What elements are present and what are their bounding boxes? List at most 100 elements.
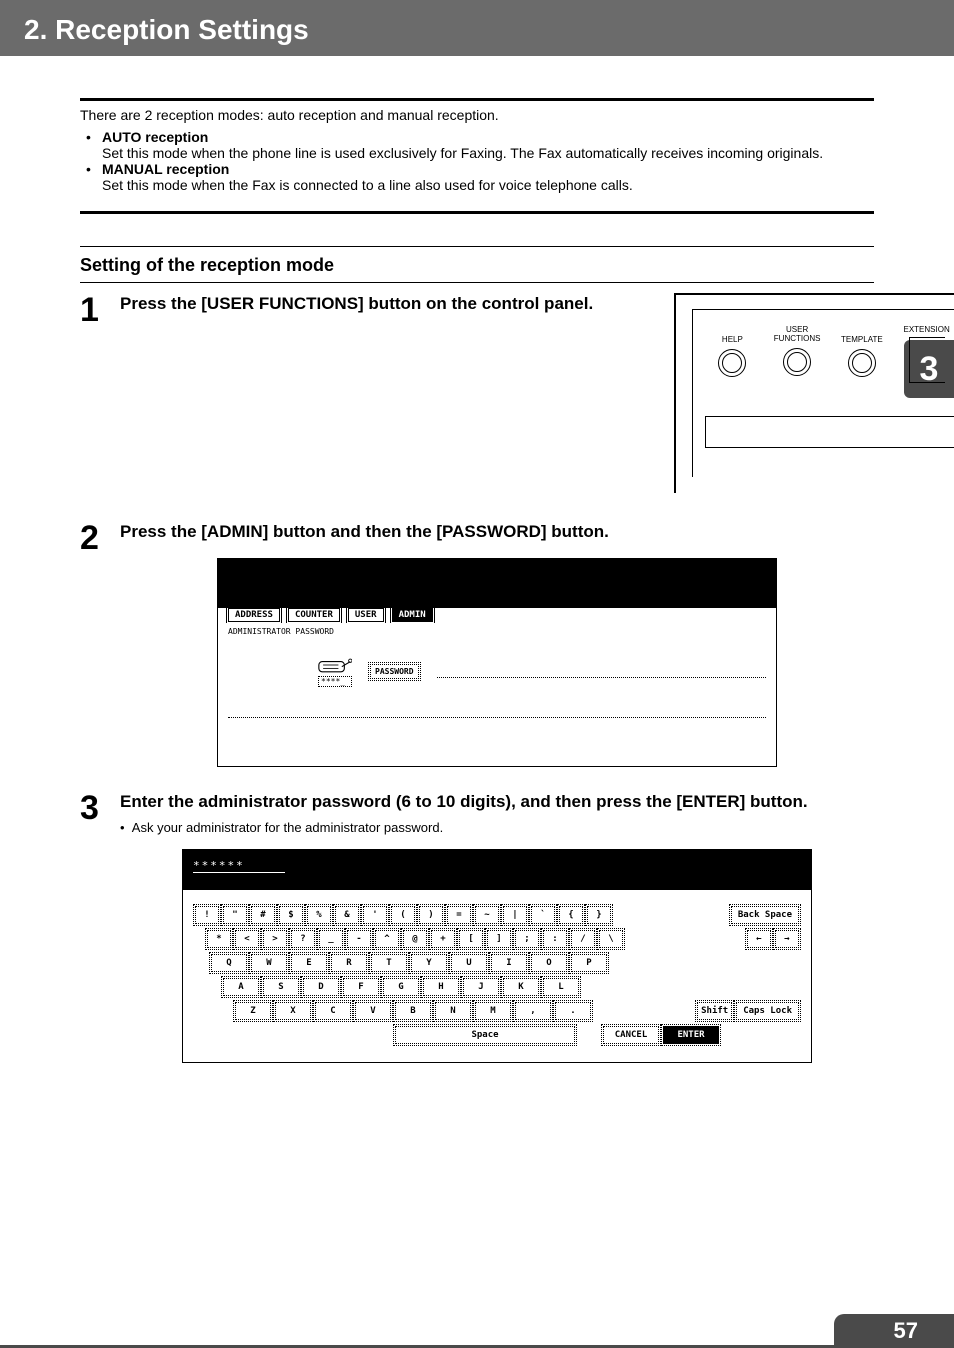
user-functions-button[interactable]: USER FUNCTIONS	[770, 326, 825, 383]
key[interactable]: R	[331, 954, 367, 972]
key[interactable]: S	[263, 978, 299, 996]
key[interactable]: E	[291, 954, 327, 972]
ext-box-icon	[909, 337, 945, 383]
template-button[interactable]: TEMPLATE	[835, 326, 890, 383]
key[interactable]: )	[419, 906, 443, 924]
key[interactable]: `	[531, 906, 555, 924]
key[interactable]: X	[275, 1002, 311, 1020]
key[interactable]: :	[543, 930, 567, 948]
key[interactable]: !	[195, 906, 219, 924]
dotted-divider	[228, 717, 766, 718]
button-icon	[848, 349, 876, 377]
capslock-key[interactable]: Caps Lock	[736, 1002, 799, 1020]
key[interactable]: ,	[515, 1002, 551, 1020]
key[interactable]: ]	[487, 930, 511, 948]
key[interactable]: G	[383, 978, 419, 996]
list-item: • MANUAL reception Set this mode when th…	[86, 161, 874, 193]
key[interactable]: (	[391, 906, 415, 924]
key[interactable]: }	[587, 906, 611, 924]
key[interactable]: F	[343, 978, 379, 996]
key[interactable]: -	[347, 930, 371, 948]
key[interactable]: A	[223, 978, 259, 996]
tab-user[interactable]: USER	[348, 608, 384, 622]
key[interactable]: /	[571, 930, 595, 948]
key[interactable]: $	[279, 906, 303, 924]
key[interactable]: |	[503, 906, 527, 924]
shift-key[interactable]: Shift	[697, 1002, 732, 1020]
divider	[80, 246, 874, 247]
kbd-row-3: QWERTYUIOP	[195, 954, 799, 972]
arrow-left-key[interactable]: ←	[747, 930, 771, 948]
key[interactable]: >	[263, 930, 287, 948]
enter-key[interactable]: ENTER	[663, 1026, 719, 1044]
tab-admin[interactable]: ADMIN	[392, 608, 433, 622]
keyboard-input-value: ******	[193, 859, 285, 873]
key[interactable]: V	[355, 1002, 391, 1020]
key[interactable]: Q	[211, 954, 247, 972]
key[interactable]: P	[571, 954, 607, 972]
chapter-title: 2. Reception Settings	[24, 14, 309, 45]
key[interactable]: L	[543, 978, 579, 996]
bullet-icon: •	[86, 129, 102, 161]
key[interactable]: +	[431, 930, 455, 948]
key[interactable]: #	[251, 906, 275, 924]
key[interactable]: J	[463, 978, 499, 996]
key[interactable]: {	[559, 906, 583, 924]
kbd-row-2: *<>?_-^@+[];:/\ ← →	[195, 930, 799, 948]
key[interactable]: O	[531, 954, 567, 972]
key[interactable]: N	[435, 1002, 471, 1020]
key[interactable]: ?	[291, 930, 315, 948]
step-instruction: Enter the administrator password (6 to 1…	[120, 791, 874, 814]
keyboard-screen: ****** !"#$%&'()=~|`{} Back Space *<>?_-^…	[182, 849, 812, 1063]
key[interactable]: '	[363, 906, 387, 924]
password-button[interactable]: PASSWORD	[370, 664, 419, 679]
key[interactable]: W	[251, 954, 287, 972]
key[interactable]: =	[447, 906, 471, 924]
key[interactable]: C	[315, 1002, 351, 1020]
key[interactable]: *	[207, 930, 231, 948]
kbd-row-6: Space CANCEL ENTER	[195, 1026, 799, 1044]
password-field[interactable]	[437, 664, 766, 678]
key[interactable]: K	[503, 978, 539, 996]
help-button[interactable]: HELP	[705, 326, 760, 383]
kbd-row-5: ZXCVBNM,. Shift Caps Lock	[195, 1002, 799, 1020]
key[interactable]: <	[235, 930, 259, 948]
keyboard-input-area: ******	[183, 850, 811, 890]
step-2: 2 Press the [ADMIN] button and then the …	[80, 521, 874, 767]
key[interactable]: _	[319, 930, 343, 948]
key[interactable]: ^	[375, 930, 399, 948]
key[interactable]: "	[223, 906, 247, 924]
key[interactable]: U	[451, 954, 487, 972]
space-key[interactable]: Space	[395, 1026, 575, 1044]
cancel-key[interactable]: CANCEL	[603, 1026, 659, 1044]
key[interactable]: T	[371, 954, 407, 972]
key[interactable]: D	[303, 978, 339, 996]
key[interactable]: .	[555, 1002, 591, 1020]
key[interactable]: ;	[515, 930, 539, 948]
step-3: 3 Enter the administrator password (6 to…	[80, 791, 874, 1063]
key[interactable]: B	[395, 1002, 431, 1020]
keyboard-icon: ****_	[318, 656, 352, 687]
extension-button[interactable]: EXTENSION	[899, 326, 954, 383]
key[interactable]: @	[403, 930, 427, 948]
key[interactable]: Z	[235, 1002, 271, 1020]
tab-counter[interactable]: COUNTER	[288, 608, 340, 622]
key[interactable]: [	[459, 930, 483, 948]
key[interactable]: Y	[411, 954, 447, 972]
step-number: 3	[80, 791, 120, 825]
key[interactable]: I	[491, 954, 527, 972]
bullet-list: • AUTO reception Set this mode when the …	[86, 129, 874, 193]
key[interactable]: H	[423, 978, 459, 996]
key[interactable]: ~	[475, 906, 499, 924]
key[interactable]: %	[307, 906, 331, 924]
step-1: 1 Press the [USER FUNCTIONS] button on t…	[80, 293, 874, 493]
tab-address[interactable]: ADDRESS	[228, 608, 280, 622]
backspace-key[interactable]: Back Space	[731, 906, 799, 924]
arrow-right-key[interactable]: →	[775, 930, 799, 948]
key[interactable]: M	[475, 1002, 511, 1020]
key[interactable]: \	[599, 930, 623, 948]
userfn-label: USER FUNCTIONS	[774, 325, 821, 343]
key[interactable]: &	[335, 906, 359, 924]
bullet-desc: Set this mode when the Fax is connected …	[102, 177, 633, 193]
divider	[80, 282, 874, 283]
